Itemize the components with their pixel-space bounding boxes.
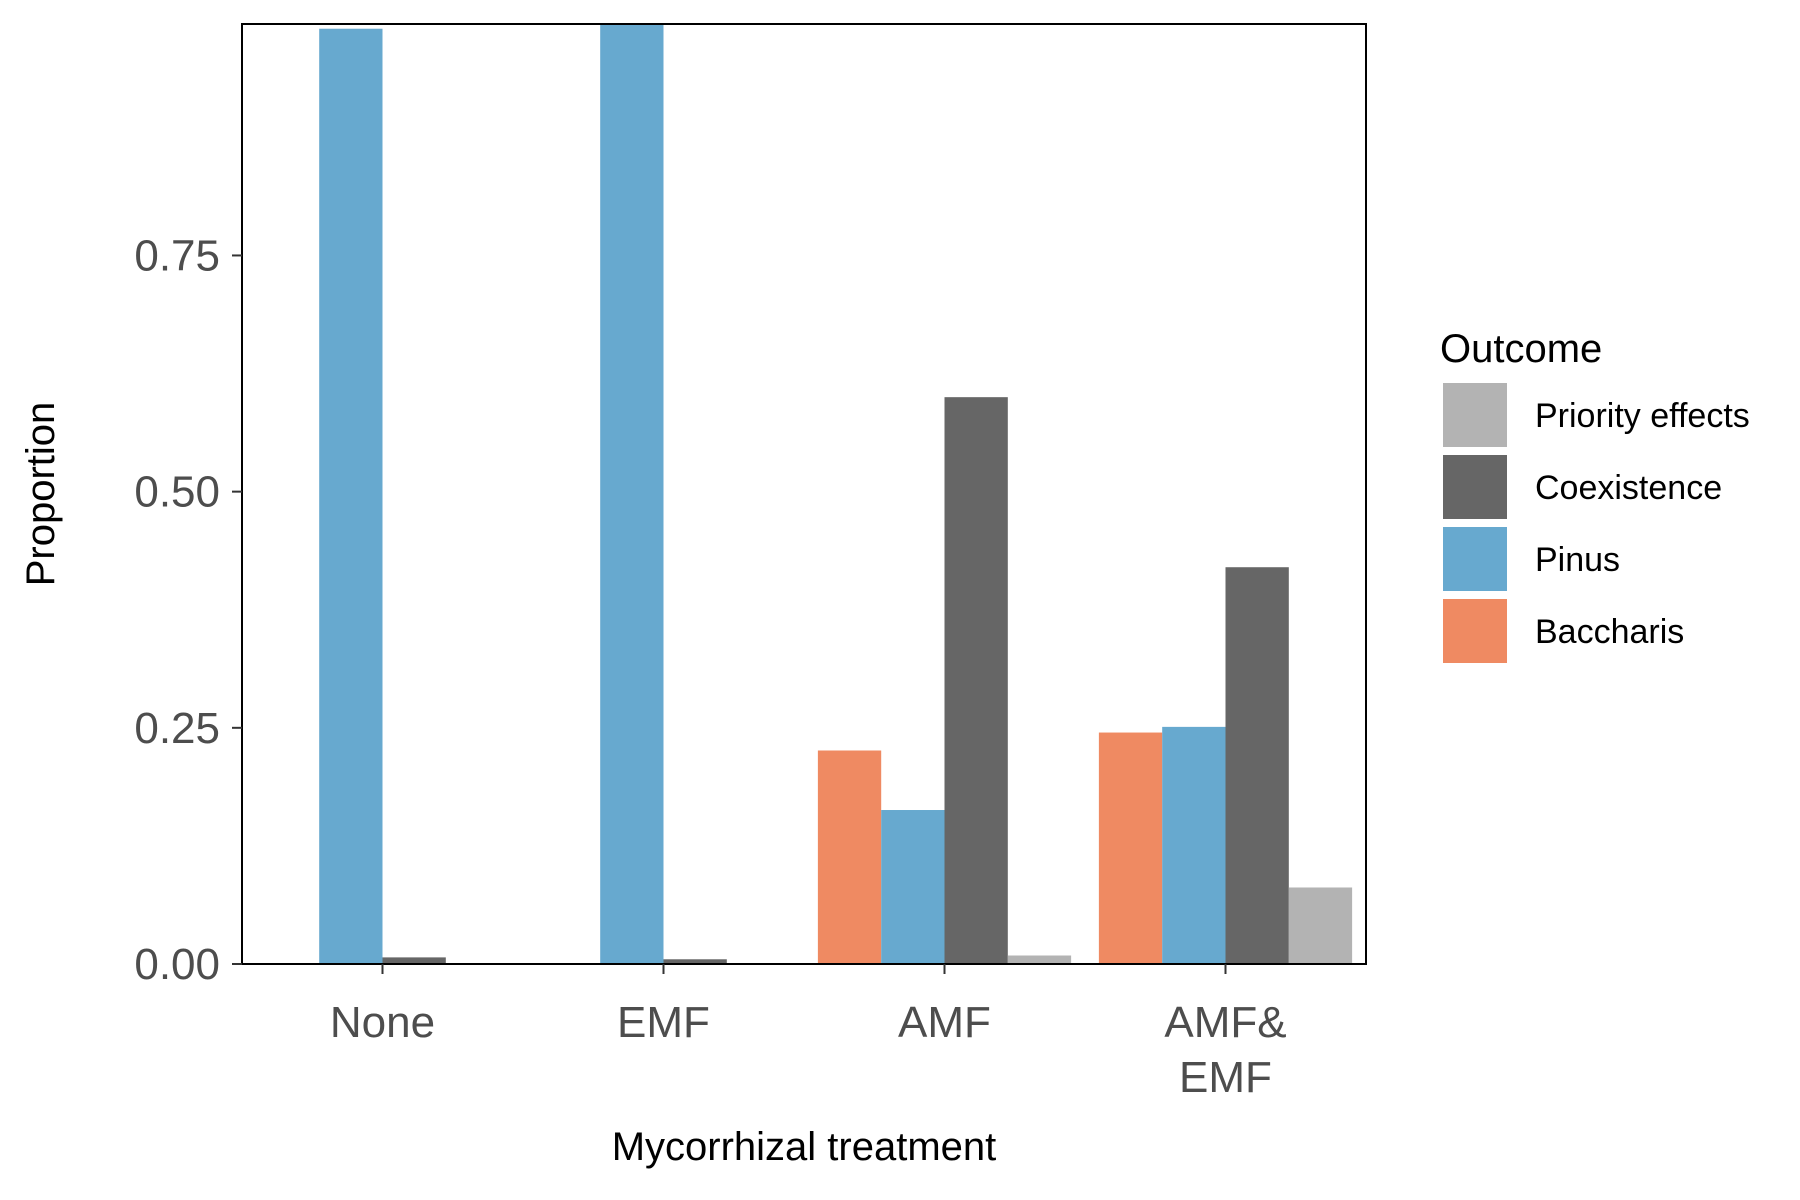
bar-coexistence-2: [944, 397, 1008, 964]
x-tick-label: AMF: [898, 998, 991, 1047]
x-tick-label: AMF&: [1164, 998, 1286, 1047]
bar-coexistence-3: [1225, 567, 1289, 964]
x-axis: None EMF AMF AMF&EMF: [330, 964, 1287, 1102]
legend: Outcome Priority effects Coexistence Pinus…: [1440, 327, 1750, 663]
bar-coexistence-0: [382, 957, 446, 964]
bar-pinus-1: [600, 24, 664, 964]
legend-key-baccharis: [1443, 599, 1507, 663]
x-tick-label: EMF: [1179, 1053, 1272, 1102]
bar-pinus-0: [319, 28, 383, 964]
legend-label-baccharis: Baccharis: [1535, 613, 1684, 651]
bar-baccharis-3: [1098, 732, 1163, 964]
y-tick-label: 0.25: [134, 704, 220, 753]
legend-label-coexistence: Coexistence: [1535, 469, 1722, 507]
legend-title: Outcome: [1440, 327, 1602, 371]
plot-panel-border: [241, 23, 1367, 965]
x-axis-title: Mycorrhizal treatment: [612, 1125, 997, 1169]
y-tick-label: 0.00: [134, 940, 220, 989]
x-tick-label: EMF: [617, 998, 710, 1047]
legend-label-pinus: Pinus: [1535, 541, 1620, 579]
y-axis-title: Proportion: [19, 402, 63, 587]
legend-key-coexistence: [1443, 455, 1507, 519]
legend-key-pinus: [1443, 527, 1507, 591]
bar-priority-effects-2: [1007, 955, 1072, 964]
bar-baccharis-2: [817, 750, 882, 964]
legend-key-priority-effects: [1443, 383, 1507, 447]
x-tick-label: None: [330, 998, 435, 1047]
bar-priority-effects-3: [1288, 887, 1353, 964]
bar-coexistence-1: [663, 959, 727, 964]
bar-pinus-2: [881, 810, 945, 964]
y-tick-label: 0.75: [134, 231, 220, 280]
y-tick-label: 0.50: [134, 468, 220, 517]
bar-pinus-3: [1162, 726, 1226, 964]
bars-layer: [319, 24, 1353, 964]
y-axis: 0.00 0.25 0.50 0.75: [134, 231, 242, 989]
legend-label-priority-effects: Priority effects: [1535, 397, 1750, 435]
